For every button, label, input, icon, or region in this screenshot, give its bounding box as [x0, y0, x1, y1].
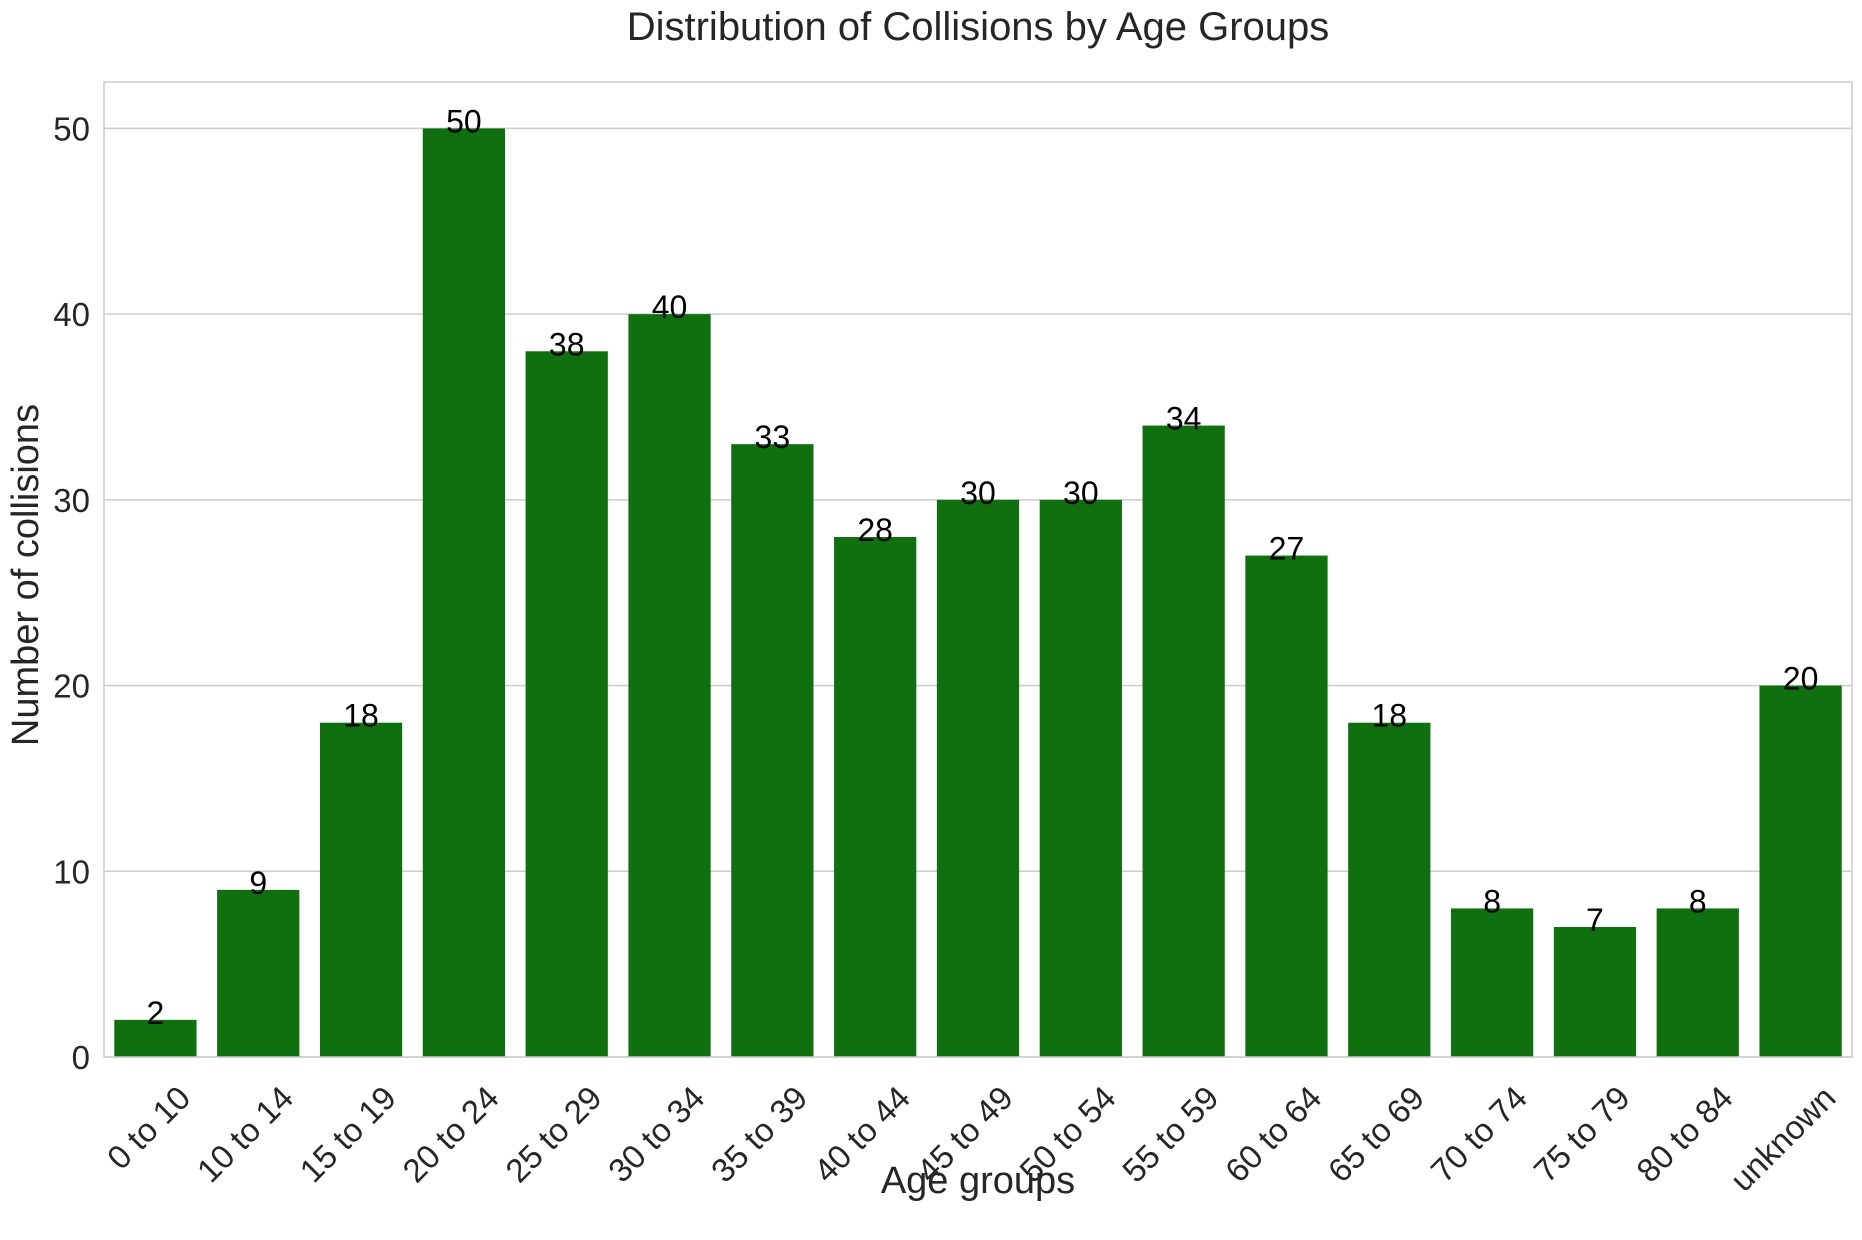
bar [834, 537, 917, 1057]
bar-value-label: 34 [1166, 401, 1202, 437]
x-tick-label: 20 to 24 [395, 1079, 506, 1190]
bar-value-label: 30 [960, 475, 996, 511]
x-tick-label: 25 to 29 [498, 1079, 609, 1190]
bar [1553, 927, 1637, 1057]
x-tick-label: 35 to 39 [704, 1079, 815, 1190]
bar-value-label: 30 [1063, 475, 1099, 511]
bar-value-label: 28 [857, 512, 893, 548]
bar [422, 128, 506, 1057]
y-tick-label: 0 [72, 1039, 90, 1076]
bar-value-label: 8 [1689, 883, 1707, 919]
bar-value-label: 7 [1586, 902, 1604, 938]
bar-value-label: 2 [147, 995, 165, 1031]
x-tick-label: 70 to 74 [1424, 1079, 1535, 1190]
bar-value-label: 8 [1483, 883, 1501, 919]
x-tick-label: 15 to 19 [292, 1079, 403, 1190]
x-tick-label: 55 to 59 [1115, 1079, 1226, 1190]
bar [1348, 722, 1431, 1057]
bar [525, 351, 608, 1057]
x-tick-label: 65 to 69 [1321, 1079, 1432, 1190]
bar-value-label: 38 [549, 326, 585, 362]
y-tick-label: 10 [53, 853, 90, 890]
bar [731, 444, 814, 1058]
y-tick-label: 50 [53, 110, 90, 147]
x-tick-label: 60 to 64 [1218, 1079, 1329, 1190]
bars [114, 128, 1842, 1058]
x-tick-label: 10 to 14 [190, 1079, 301, 1190]
bar [628, 314, 711, 1058]
bar-value-label: 33 [755, 419, 791, 455]
x-tick-label: 75 to 79 [1526, 1079, 1637, 1190]
y-tick-label: 20 [53, 668, 90, 705]
x-tick-label: 0 to 10 [100, 1079, 198, 1177]
chart-title: Distribution of Collisions by Age Groups [627, 5, 1330, 49]
y-axis-ticks: 0 10 20 30 40 50 [53, 110, 90, 1076]
bar [1142, 425, 1225, 1058]
data-labels: 2 9 18 50 38 40 33 28 30 30 34 27 18 8 7 8 20 [147, 103, 1819, 1030]
bar-value-label: 27 [1269, 531, 1305, 567]
bar [319, 722, 403, 1057]
y-tick-label: 30 [53, 482, 90, 519]
x-axis-label: Age groups [881, 1160, 1075, 1202]
bar [1245, 555, 1328, 1057]
bar-value-label: 50 [446, 103, 482, 139]
bar [114, 1019, 197, 1057]
bar [936, 499, 1020, 1057]
bar-value-label: 20 [1783, 661, 1819, 697]
x-tick-label: unknown [1723, 1079, 1843, 1199]
bar [1039, 499, 1122, 1057]
x-tick-label: 30 to 34 [601, 1079, 712, 1190]
plot-frame [103, 81, 1853, 1058]
bar-value-label: 18 [343, 698, 379, 734]
bar-value-label: 40 [652, 289, 688, 325]
bar [1450, 908, 1534, 1057]
bar-value-label: 9 [249, 865, 267, 901]
y-axis-label: Number of collisions [5, 404, 47, 746]
bar [1656, 908, 1739, 1057]
bar-value-label: 18 [1371, 698, 1407, 734]
y-tick-label: 40 [53, 296, 90, 333]
bar [1759, 685, 1842, 1057]
bar [217, 889, 300, 1057]
